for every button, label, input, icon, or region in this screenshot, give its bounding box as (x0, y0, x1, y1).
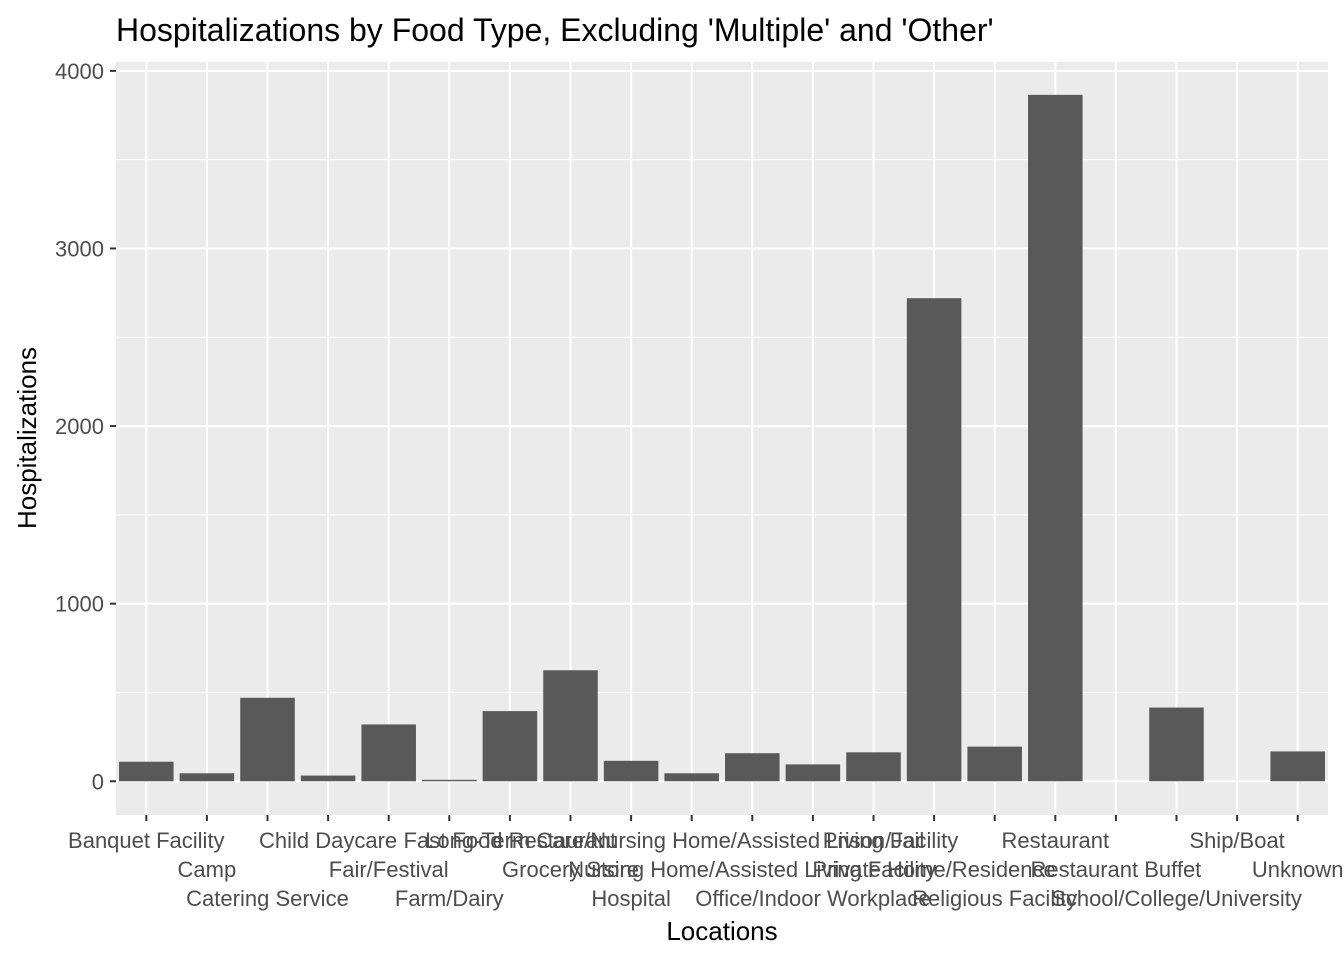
bar (422, 779, 477, 782)
y-tick-label: 3000 (55, 236, 104, 261)
x-tick-label: Religious Facility (912, 886, 1077, 911)
plot-panel (116, 62, 1328, 815)
x-tick-label: Unknown (1252, 857, 1344, 882)
x-tick-label: Prison/Jail (823, 828, 924, 853)
bar (664, 773, 719, 782)
x-tick-label: Fast Food Restaurant (404, 828, 617, 853)
x-tick-label: Farm/Dairy (395, 886, 504, 911)
bars (119, 94, 1325, 782)
x-tick-label: Office/Indoor Workplace (695, 886, 930, 911)
bar (543, 670, 598, 782)
y-tick-label: 4000 (55, 59, 104, 84)
chart-title: Hospitalizations by Food Type, Excluding… (116, 12, 994, 48)
bar (603, 760, 659, 782)
bar (179, 773, 235, 782)
y-tick-label: 2000 (55, 414, 104, 439)
y-tick-label: 1000 (55, 592, 104, 617)
x-tick-label: Private Home/Residence (812, 857, 1055, 882)
x-tick-label: Camp (178, 857, 237, 882)
y-axis-title: Hospitalizations (12, 347, 42, 529)
bar (1270, 751, 1325, 782)
bar (906, 298, 962, 782)
x-tick-label: Banquet Facility (68, 828, 225, 853)
x-tick-label: Grocery Store (502, 857, 639, 882)
x-tick-label: Fair/Festival (329, 857, 449, 882)
bar (785, 764, 841, 782)
grid-lines (116, 62, 1328, 815)
bar (482, 711, 538, 782)
bar (300, 775, 356, 782)
bar (846, 752, 901, 782)
bar (967, 746, 1022, 782)
x-tick-label: Ship/Boat (1189, 828, 1284, 853)
bar (725, 753, 780, 782)
bar (361, 724, 416, 782)
x-tick-label: Catering Service (186, 886, 349, 911)
x-tick-label: School/College/University (1051, 886, 1302, 911)
bar (119, 761, 174, 782)
x-tick-label: Nursing Home/Assisted Living Facility (568, 857, 936, 882)
bar (240, 697, 295, 782)
x-tick-label: Hospital (591, 886, 670, 911)
x-tick-label: Restaurant (1001, 828, 1109, 853)
bar (1028, 94, 1083, 782)
x-tick-label: Long-Term Care/Nursing Home/Assisted Liv… (425, 828, 958, 853)
x-tick-label: Restaurant Buffet (1030, 857, 1201, 882)
bar (1149, 707, 1204, 782)
x-axis-title: Locations (666, 916, 777, 946)
x-tick-label: Child Daycare (259, 828, 397, 853)
x-axis: Banquet Facility Camp Catering Service Chil… (68, 815, 1344, 911)
y-axis: 0 1000 2000 3000 4000 (55, 59, 116, 794)
y-tick-label: 0 (92, 769, 104, 794)
